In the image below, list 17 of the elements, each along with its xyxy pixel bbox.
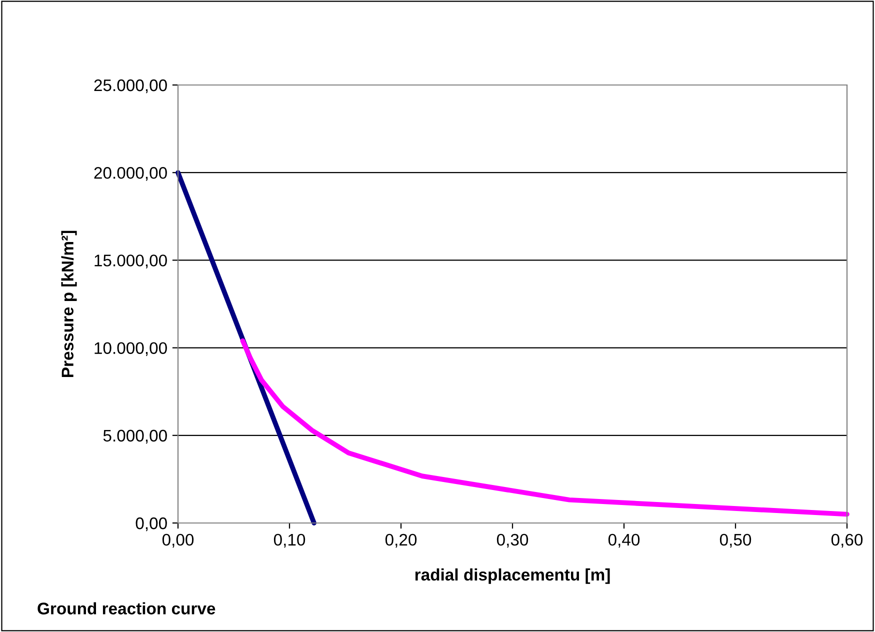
x-tick-label: 0,10 [274, 534, 306, 548]
x-tick-label: 0,30 [496, 534, 528, 548]
y-tick-label: 10.000,00 [94, 342, 167, 356]
y-tick-label: 25.000,00 [94, 79, 167, 94]
x-tick-label: 0,40 [608, 534, 640, 548]
line-series [240, 338, 850, 517]
x-axis-title: radial displacementu [m] [415, 568, 610, 584]
y-tick-label: 0,00 [136, 517, 167, 532]
y-tick-label: 20.000,00 [94, 167, 167, 181]
y-axis-title: Pressure p [kN/m²] [61, 230, 77, 377]
x-tick-label: 0,50 [720, 534, 752, 548]
y-tick-label: 15.000,00 [94, 254, 167, 268]
y-tick-label: 5.000,00 [103, 430, 167, 444]
x-tick-label: 0,00 [162, 534, 194, 548]
text: Ground reaction curve [38, 602, 216, 614]
x-tick-label: 0,20 [385, 534, 417, 548]
x-tick-label: 0,60 [831, 534, 863, 548]
